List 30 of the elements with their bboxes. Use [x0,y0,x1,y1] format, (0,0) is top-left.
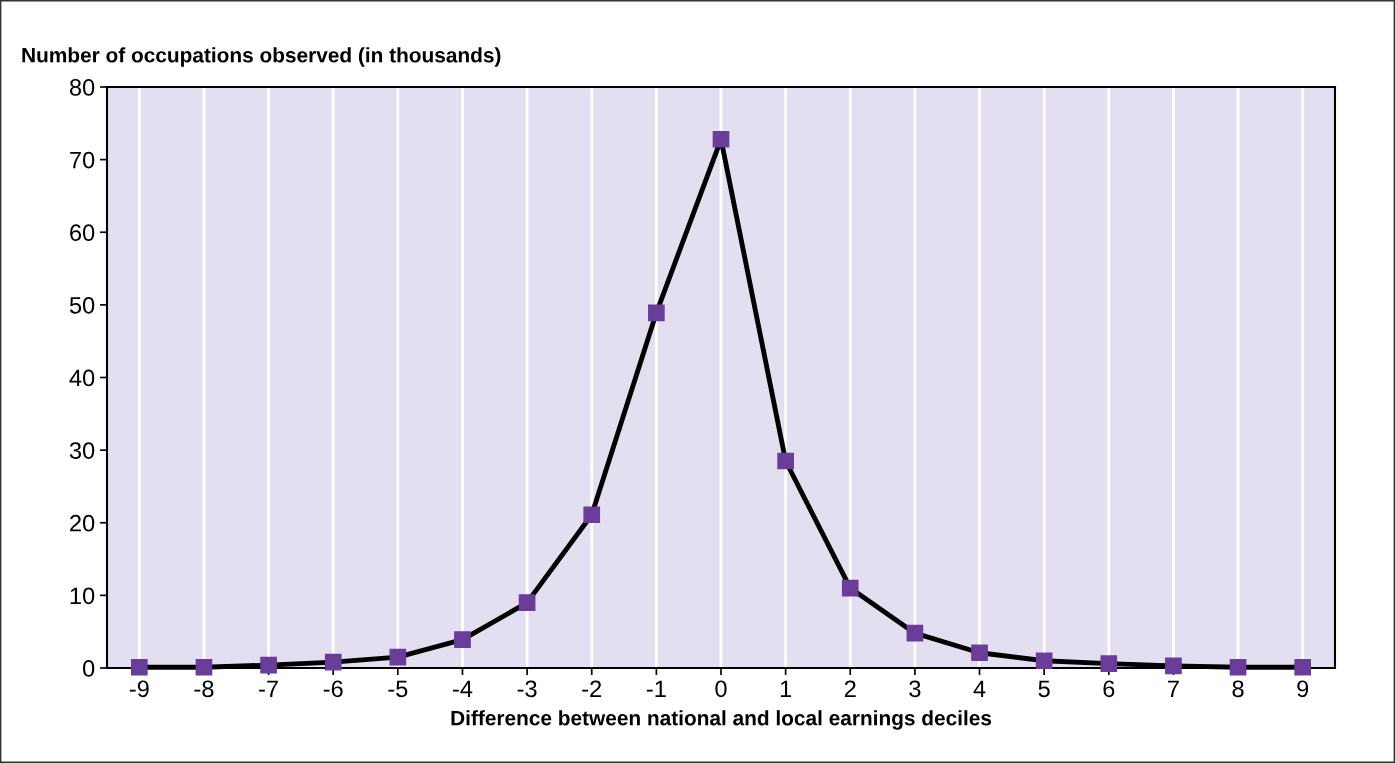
x-tick-label: 7 [1168,680,1179,697]
x-tick-label: -4 [453,680,473,697]
x-tick-label: -7 [259,680,278,697]
y-tick-label: 20 [70,514,95,532]
x-tick-label: 2 [844,680,856,697]
x-tick-label: 8 [1232,680,1244,698]
x-tick-label: 3 [909,680,921,698]
x-tick-label: 4 [973,680,986,697]
x-tick-label: -6 [323,680,343,698]
y-tick-label: 80 [69,79,95,96]
y-tick-label: 50 [69,296,95,314]
x-tick-label: -3 [517,680,537,698]
x-tick-label: -8 [194,680,214,698]
y-tick-label: 70 [70,151,95,169]
y-tick-label: 30 [69,442,95,459]
y-tick-label: 10 [70,587,95,605]
x-tick-label: 5 [1038,680,1050,698]
y-tick-label: 40 [69,369,95,387]
x-tick-label: -2 [582,680,602,697]
y-tick-label: 0 [82,660,95,677]
y-axis-title: Number of occupations observed (in thousands) [22,47,501,67]
x-tick-label: 1 [780,680,792,697]
x-tick-label: -9 [129,680,149,698]
x-axis-title: Difference between national and local earnings deciles [451,710,992,730]
x-tick-label: -1 [646,680,666,697]
x-tick-label: 0 [715,680,727,698]
y-tick-label: 60 [70,224,95,242]
x-tick-label: 9 [1297,680,1309,698]
x-tick-label: -5 [388,680,408,698]
x-tick-label: 6 [1103,680,1115,698]
